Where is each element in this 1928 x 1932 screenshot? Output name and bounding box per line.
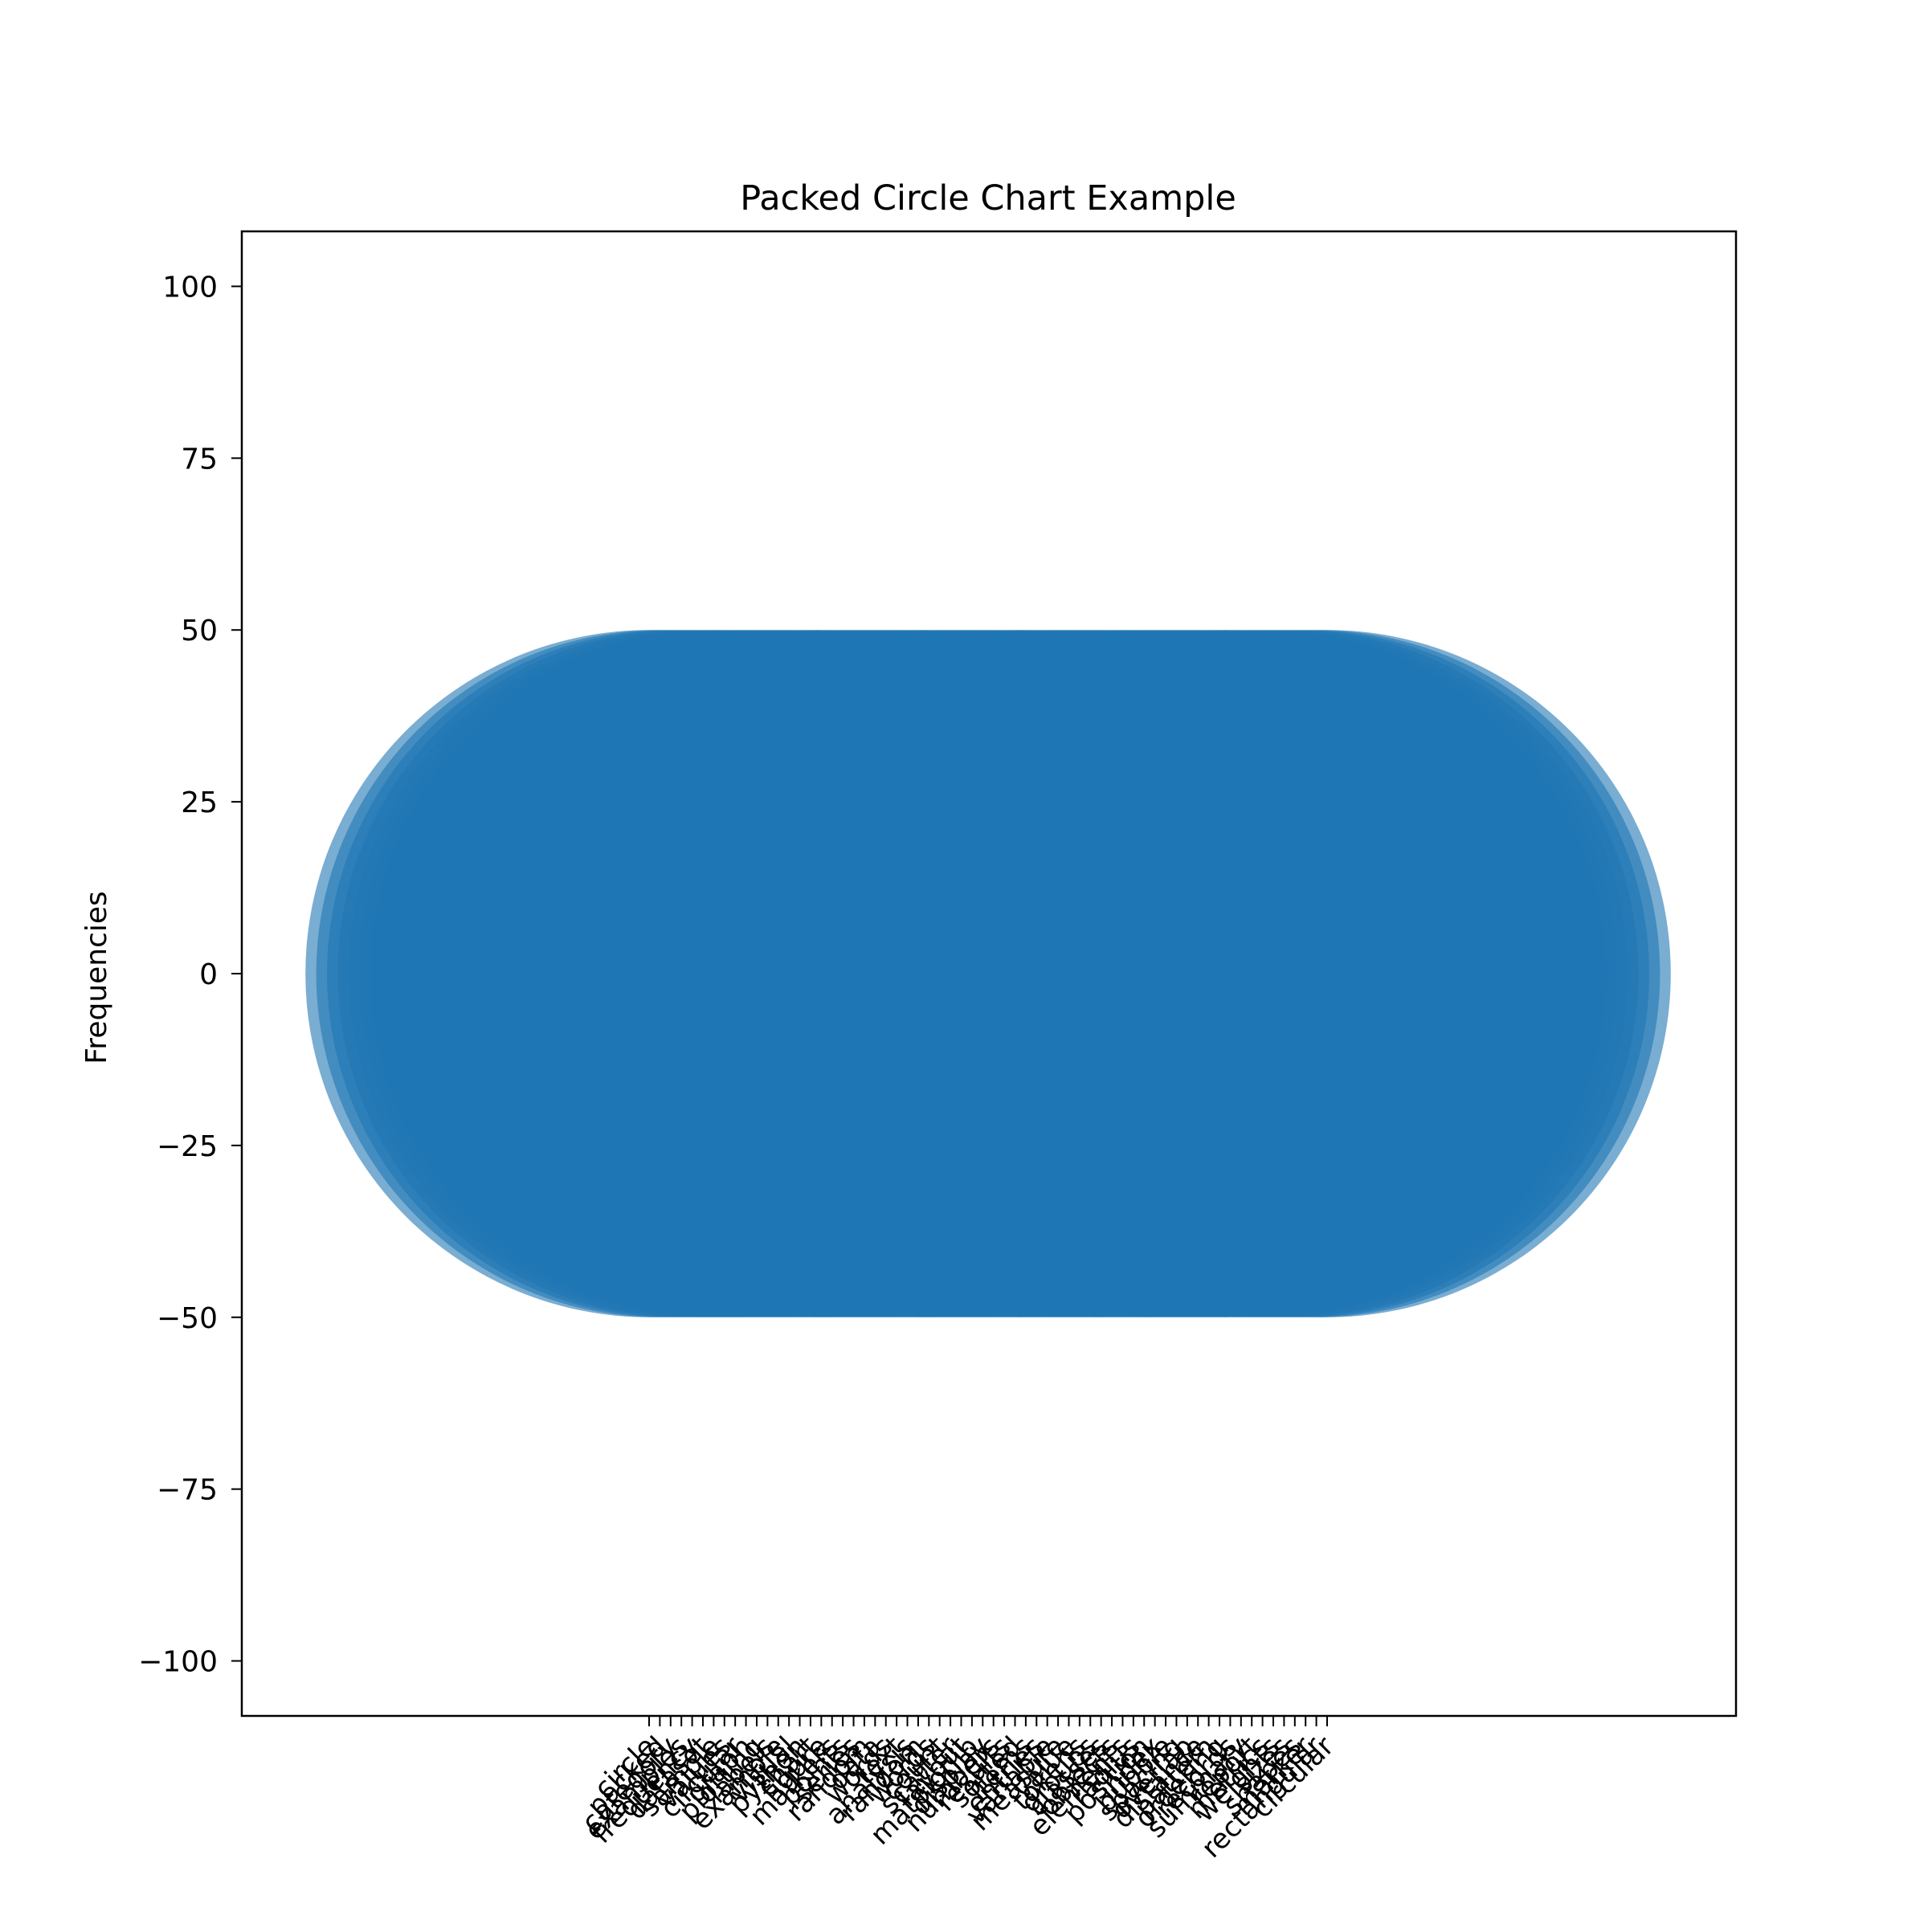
x-axis-ticks: circlepackedcategoryexamplesfrequencydat… <box>576 1716 1340 1865</box>
y-tick-label: 75 <box>181 443 218 476</box>
plot-frame <box>240 230 1738 1718</box>
y-tick-label: 25 <box>181 786 218 819</box>
y-tick-label: −25 <box>157 1130 218 1163</box>
y-tick-label: 50 <box>181 615 218 647</box>
y-tick-label: −50 <box>157 1302 218 1335</box>
chart-marks <box>305 630 1671 1317</box>
chart-title: Packed Circle Chart Example <box>740 178 1236 219</box>
y-tick-label: −75 <box>157 1474 218 1507</box>
y-tick-label: 100 <box>162 271 218 304</box>
y-tick-label: −100 <box>138 1646 218 1679</box>
y-axis-label: Frequencies <box>80 891 113 1064</box>
y-tick-label: 0 <box>199 958 218 991</box>
y-axis-ticks: 100 75 50 25 0 −25 −50 −75 −100 <box>138 271 242 1679</box>
circle-marker <box>983 630 1671 1317</box>
